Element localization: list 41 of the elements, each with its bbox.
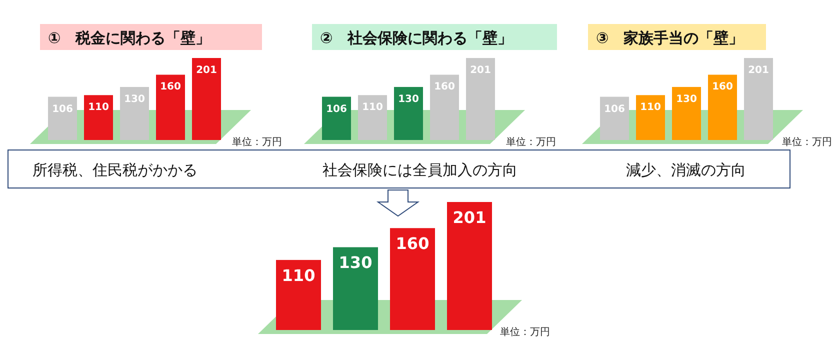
bar — [192, 58, 221, 140]
bar — [466, 58, 495, 140]
bar — [744, 58, 773, 140]
bar — [333, 247, 378, 330]
data-label: 130 — [676, 94, 697, 105]
bar — [322, 96, 351, 140]
chart-title: ③ 家族手当の「壁」 — [596, 29, 744, 47]
bar — [672, 86, 701, 140]
bar — [430, 74, 459, 140]
data-label: 160 — [160, 82, 181, 93]
annotation: 単位：万円 — [782, 136, 832, 148]
bar — [120, 86, 149, 140]
text: 社会保険には全員加入の方向 — [322, 161, 518, 179]
data-label: 130 — [338, 253, 372, 272]
text: 所得税、住民税がかかる — [32, 161, 198, 179]
data-label: 160 — [396, 234, 430, 254]
bar — [708, 74, 737, 140]
data-label: 130 — [398, 94, 419, 105]
bar — [84, 95, 113, 140]
chart-title: ① 税金に関わる「壁」 — [48, 29, 211, 47]
bar — [156, 74, 185, 140]
bar — [447, 202, 492, 330]
bar — [394, 86, 423, 140]
annotation: 単位：万円 — [500, 326, 550, 338]
bar — [48, 96, 77, 140]
bar — [636, 95, 665, 140]
text: 減少、消滅の方向 — [626, 161, 746, 179]
data-label: 201 — [196, 65, 217, 76]
data-label: 106 — [326, 104, 347, 115]
bar — [276, 260, 321, 330]
data-label: 110 — [88, 102, 109, 114]
data-label: 201 — [452, 208, 486, 227]
bar — [358, 95, 387, 140]
bar — [600, 96, 629, 140]
bar — [390, 228, 435, 330]
chart-title: ② 社会保険に関わる「壁」 — [320, 29, 513, 47]
data-label: 110 — [640, 102, 661, 114]
annotation: 単位：万円 — [506, 136, 556, 148]
data-label: 110 — [282, 266, 316, 285]
annotation: 単位：万円 — [232, 136, 282, 148]
data-label: 160 — [712, 82, 733, 93]
